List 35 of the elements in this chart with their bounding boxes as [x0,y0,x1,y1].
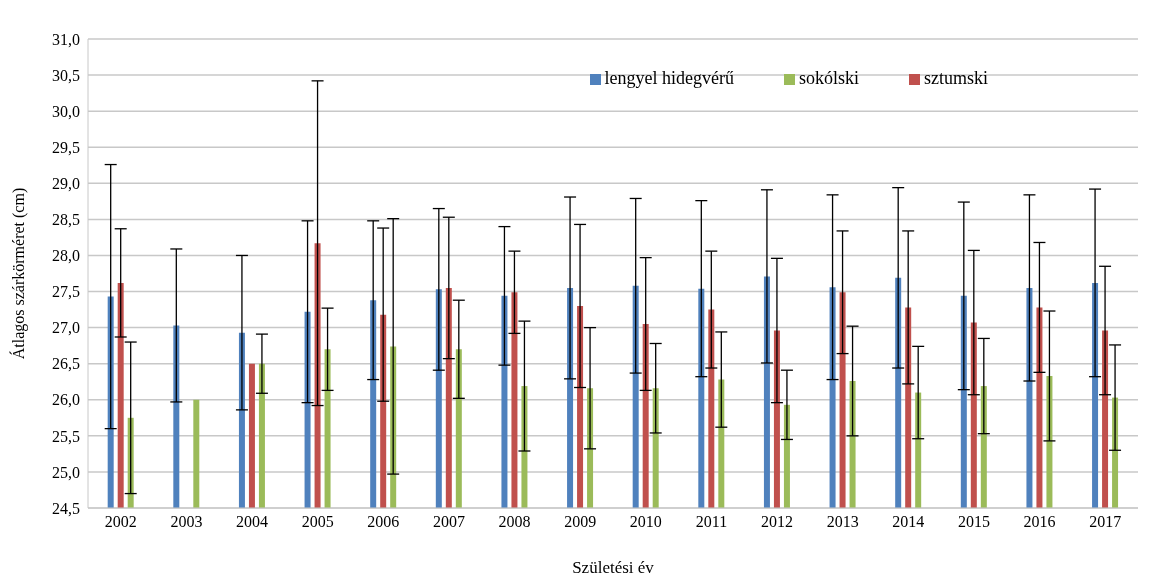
x-axis-title: Születési év [572,558,655,577]
x-tick-label: 2002 [104,513,137,531]
legend-label: sztumski [923,68,988,88]
y-tick-label: 28,5 [52,211,80,229]
legend-label: sokólski [798,68,859,88]
y-tick-label: 28,0 [52,247,80,265]
x-tick-label: 2015 [957,513,990,531]
x-tick-label: 2012 [761,513,794,531]
y-axis-title: Átlagos szárkörméret (cm) [8,187,28,360]
x-tick-label: 2014 [892,513,925,531]
y-tick-label: 29,5 [52,138,80,156]
x-tick-label: 2011 [695,513,728,531]
y-tick-label: 30,0 [52,102,80,120]
y-tick-label: 27,0 [52,319,80,337]
x-tick-label: 2006 [367,513,400,531]
legend-label: lengyel hidegvérű [604,68,734,88]
x-tick-label: 2005 [301,513,334,531]
x-tick-label: 2010 [629,513,662,531]
x-tick-label: 2016 [1023,513,1056,531]
y-tick-label: 26,5 [52,355,80,373]
y-tick-label: 24,5 [52,499,80,517]
y-tick-label: 27,5 [52,283,80,301]
y-tick-label: 25,0 [52,463,80,481]
x-tick-label: 2008 [498,513,531,531]
y-tick-label: 31,0 [52,30,80,48]
x-tick-label: 2003 [170,513,203,531]
x-tick-label: 2009 [564,513,597,531]
y-tick-label: 26,0 [52,391,80,409]
x-tick-label: 2013 [826,513,859,531]
x-tick-label: 2017 [1089,513,1122,531]
y-tick-label: 25,5 [52,427,80,445]
y-tick-label: 29,0 [52,174,80,192]
y-tick-label: 30,5 [52,66,80,84]
x-tick-label: 2004 [236,513,269,531]
x-tick-label: 2007 [432,513,465,531]
